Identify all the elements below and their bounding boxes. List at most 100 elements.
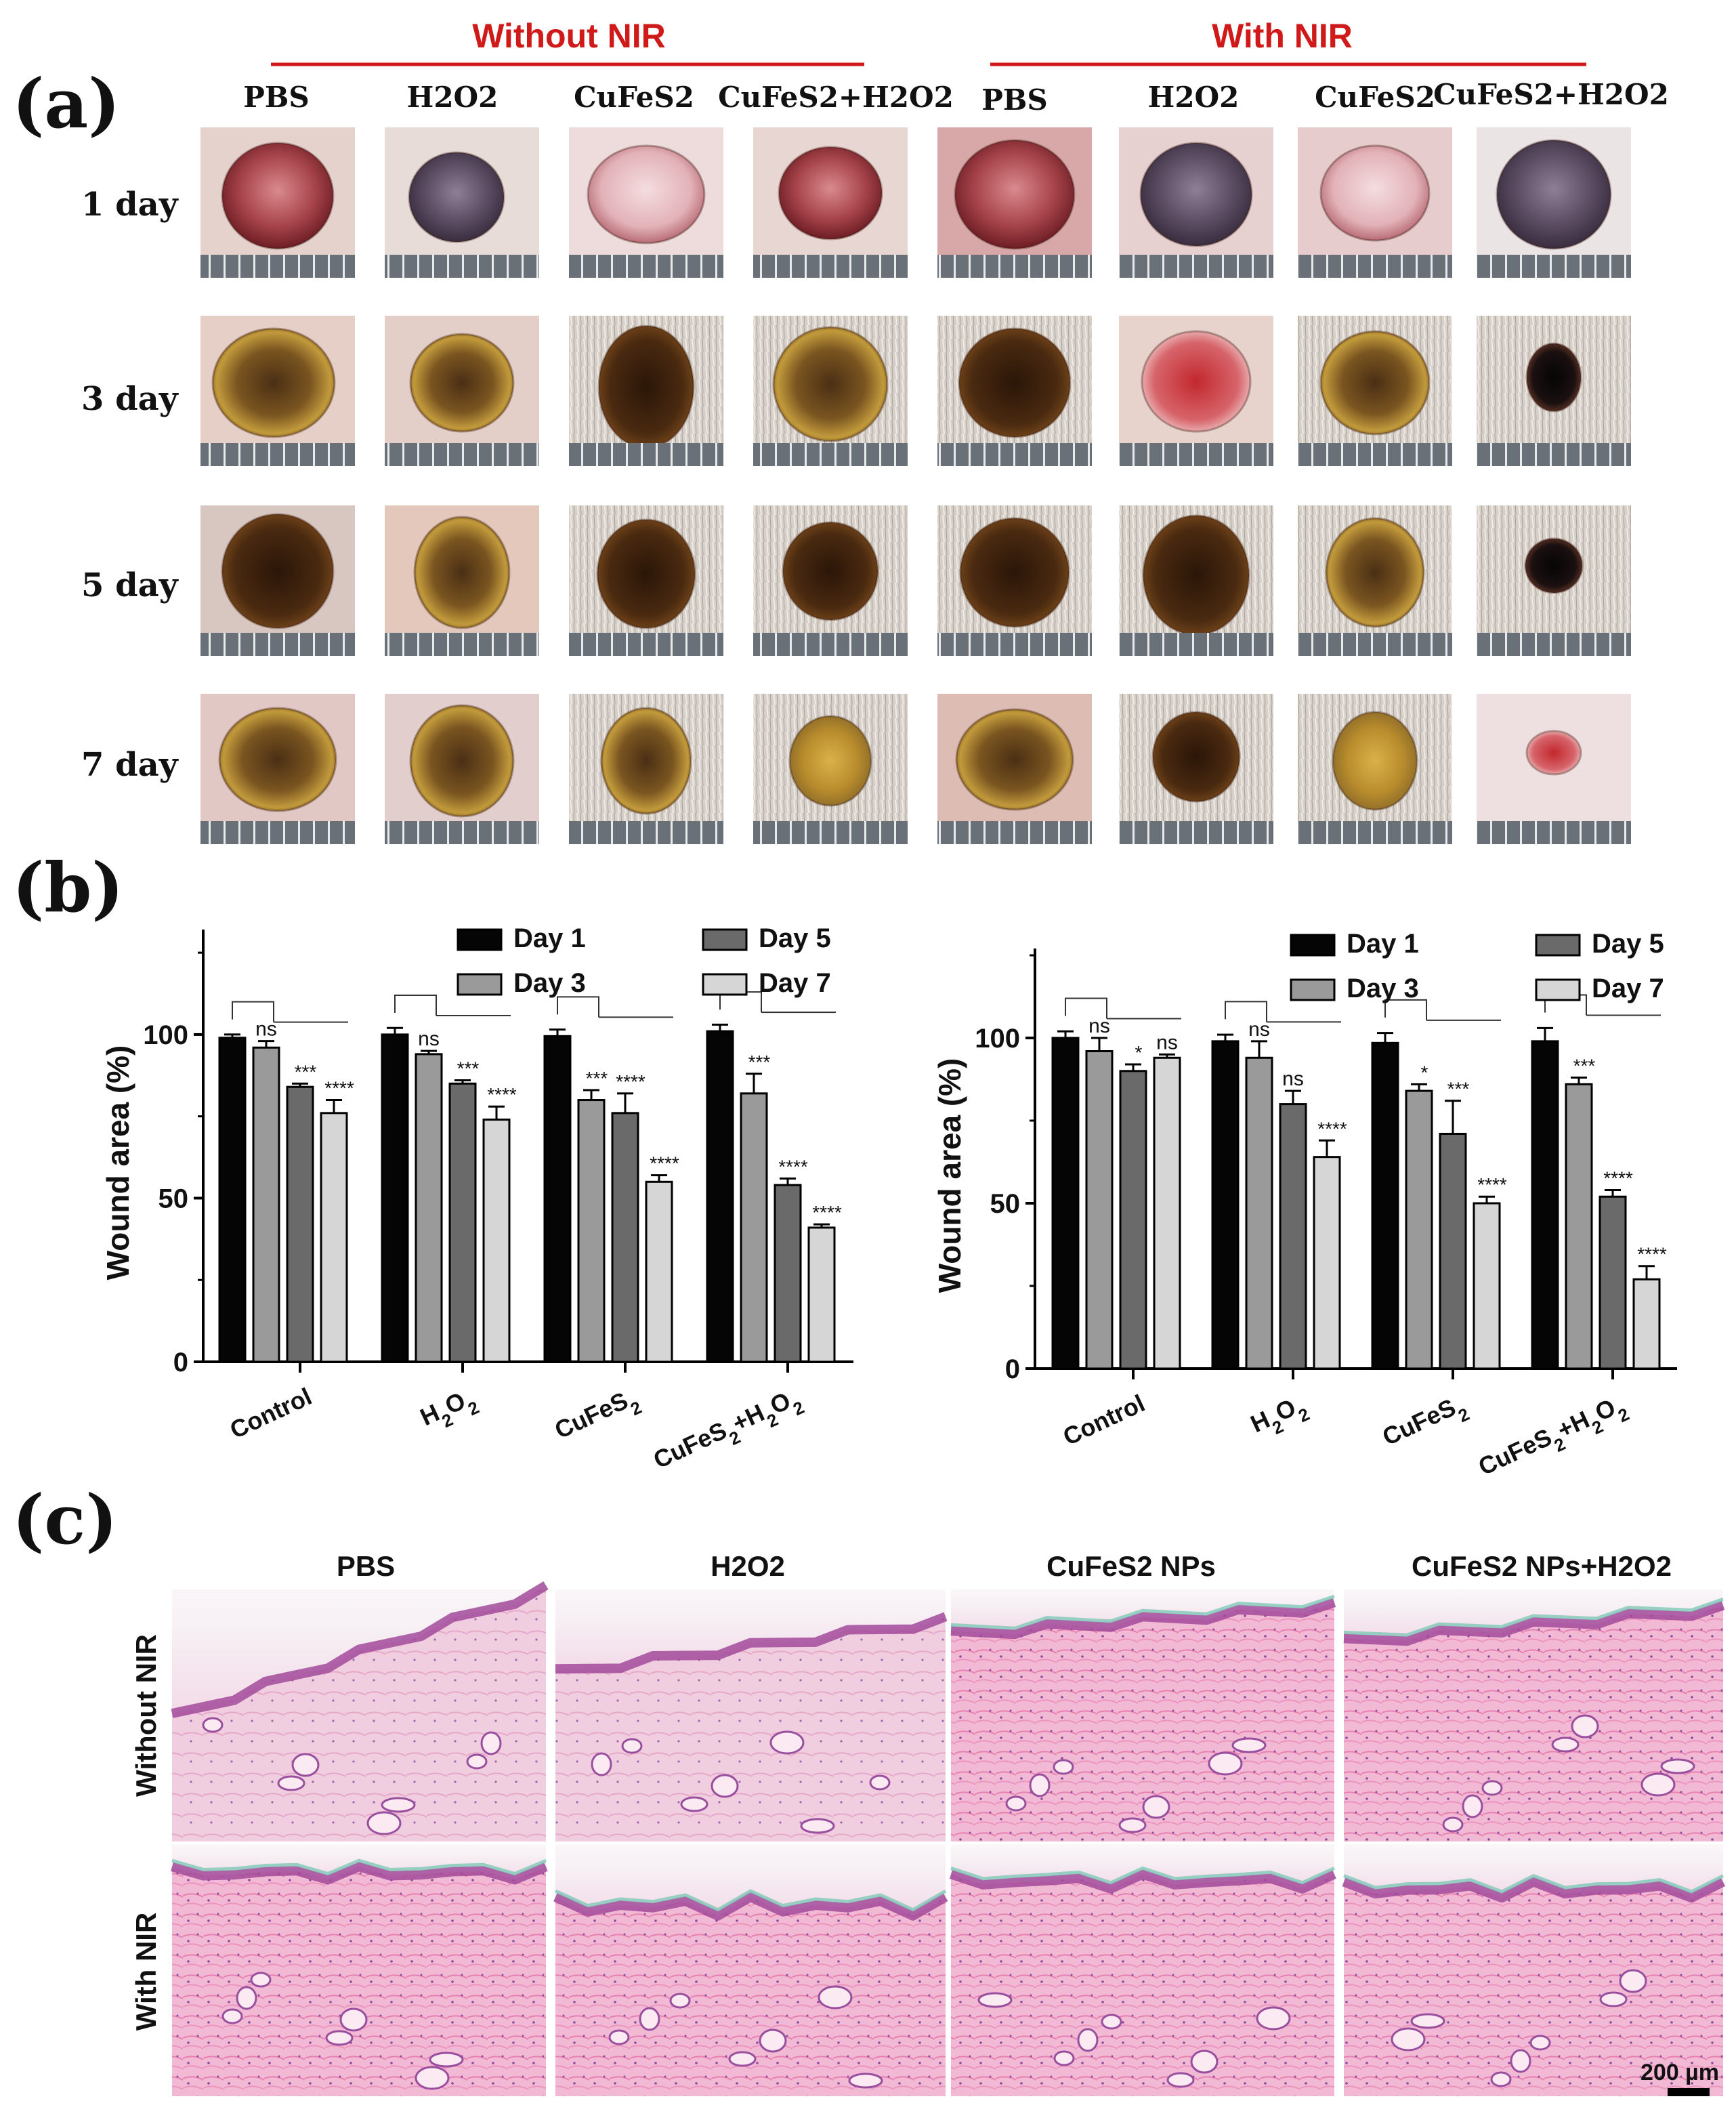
legend: Day 1 Day 3 Day 5 Day 7 — [457, 923, 831, 998]
bar — [415, 1053, 443, 1363]
row-label-3-day: 3 day — [81, 380, 179, 418]
bar — [1632, 1278, 1661, 1370]
legend-label: Day 1 — [1347, 929, 1419, 959]
wound-photo — [753, 127, 908, 278]
bar — [482, 1119, 511, 1363]
bar — [1599, 1195, 1627, 1370]
y-tick-label: 50 — [158, 1184, 189, 1213]
wound-photo — [1298, 505, 1452, 656]
row-label-7-day: 7 day — [81, 746, 179, 784]
significance-label: ns — [1248, 1018, 1270, 1041]
wound-photo — [569, 316, 723, 466]
bar — [1313, 1156, 1341, 1370]
group-header-with-nir: With NIR — [1212, 17, 1353, 55]
y-tick-label: 100 — [143, 1020, 188, 1050]
bar — [1371, 1041, 1399, 1370]
bar — [1051, 1037, 1080, 1370]
histo-row-with-nir: With NIR — [130, 1913, 162, 2031]
bar — [1531, 1040, 1559, 1370]
bar — [1153, 1056, 1181, 1370]
wound-photo — [569, 694, 723, 844]
legend-swatch — [1290, 978, 1336, 1001]
bar — [706, 1030, 734, 1363]
significance-label: **** — [812, 1202, 842, 1223]
bar — [1119, 1070, 1147, 1370]
col-label-pbs: PBS — [243, 81, 309, 114]
legend-swatch — [1290, 934, 1336, 957]
significance-label: ns — [1088, 1015, 1110, 1037]
bar — [543, 1035, 572, 1363]
wound-photo — [937, 316, 1092, 466]
col-label-cufes2-h2o2-nir: CuFeS2+H2O2 — [1433, 78, 1669, 111]
bar — [218, 1037, 247, 1363]
significance-label: *** — [1573, 1056, 1596, 1077]
legend-label: Day 5 — [759, 923, 831, 953]
significance-label: ns — [1282, 1068, 1304, 1090]
wound-photo — [1477, 316, 1631, 466]
group-header-without-nir: Without NIR — [472, 17, 666, 55]
significance-label: *** — [586, 1068, 608, 1089]
legend-label: Day 1 — [513, 923, 586, 953]
y-axis-label: Wound area (%) — [100, 1045, 135, 1280]
wound-photo — [1298, 316, 1452, 466]
wound-photo — [1477, 694, 1631, 844]
histology-image — [555, 1589, 948, 1841]
bar — [1473, 1202, 1501, 1370]
significance-label: *** — [1447, 1079, 1470, 1100]
significance-label: **** — [1603, 1167, 1633, 1188]
histology-image — [1342, 1844, 1726, 2096]
category-label: H2O2 — [416, 1382, 482, 1439]
comparison-bracket — [1384, 999, 1501, 1021]
panel-a: (a) Without NIR With NIR PBS H2O2 CuFeS2… — [12, 17, 1669, 844]
wound-photo — [937, 694, 1092, 844]
significance-label: ns — [418, 1028, 440, 1050]
legend-label: Day 7 — [1592, 974, 1664, 1003]
category-label: Control — [226, 1382, 316, 1444]
category-label: Control — [1059, 1389, 1149, 1451]
histo-col-h2o2: H2O2 — [711, 1550, 785, 1582]
wound-photo — [200, 127, 355, 278]
y-tick-label: 100 — [975, 1024, 1020, 1054]
row-label-5-day: 5 day — [81, 566, 179, 604]
comparison-bracket — [232, 1001, 348, 1023]
legend-swatch — [1535, 978, 1581, 1001]
bar — [320, 1112, 348, 1363]
bar — [448, 1082, 477, 1363]
significance-label: *** — [295, 1061, 317, 1082]
bar — [577, 1099, 606, 1363]
histology-image — [1343, 1589, 1725, 1841]
significance-label: * — [1135, 1042, 1143, 1063]
wound-photo — [1298, 694, 1452, 844]
panel-c-label: (c) — [12, 1480, 118, 1560]
category-label: H2O2 — [1246, 1389, 1313, 1446]
wound-photo — [1298, 127, 1452, 278]
significance-label: *** — [457, 1058, 480, 1079]
col-label-h2o2: H2O2 — [407, 81, 499, 114]
bar — [807, 1226, 836, 1363]
category-label: CuFeS2 — [1378, 1389, 1473, 1459]
significance-label: **** — [1477, 1174, 1507, 1195]
col-label-cufes2-h2o2: CuFeS2+H2O2 — [718, 81, 954, 114]
wound-photo — [753, 694, 908, 844]
significance-label: * — [1421, 1062, 1428, 1083]
histo-row-without-nir: Without NIR — [130, 1634, 162, 1797]
bar — [1211, 1040, 1240, 1370]
category-label: CuFeS2+H2O2 — [1474, 1389, 1632, 1488]
bar — [645, 1180, 673, 1363]
wound-photo — [1477, 505, 1631, 656]
y-tick-label: 50 — [990, 1189, 1021, 1219]
category-label: CuFeS2 — [551, 1382, 645, 1452]
y-tick-label: 0 — [173, 1348, 188, 1377]
wound-photo — [385, 694, 539, 844]
significance-label: **** — [650, 1153, 679, 1174]
wound-photo — [753, 505, 908, 656]
legend: Day 1 Day 3 Day 5 Day 7 — [1290, 929, 1664, 1003]
histology-image — [950, 1589, 1336, 1841]
histology-grid — [171, 1581, 1726, 2096]
significance-label: **** — [324, 1078, 354, 1099]
y-axis-label: Wound area (%) — [932, 1058, 967, 1293]
legend-swatch — [702, 973, 748, 996]
